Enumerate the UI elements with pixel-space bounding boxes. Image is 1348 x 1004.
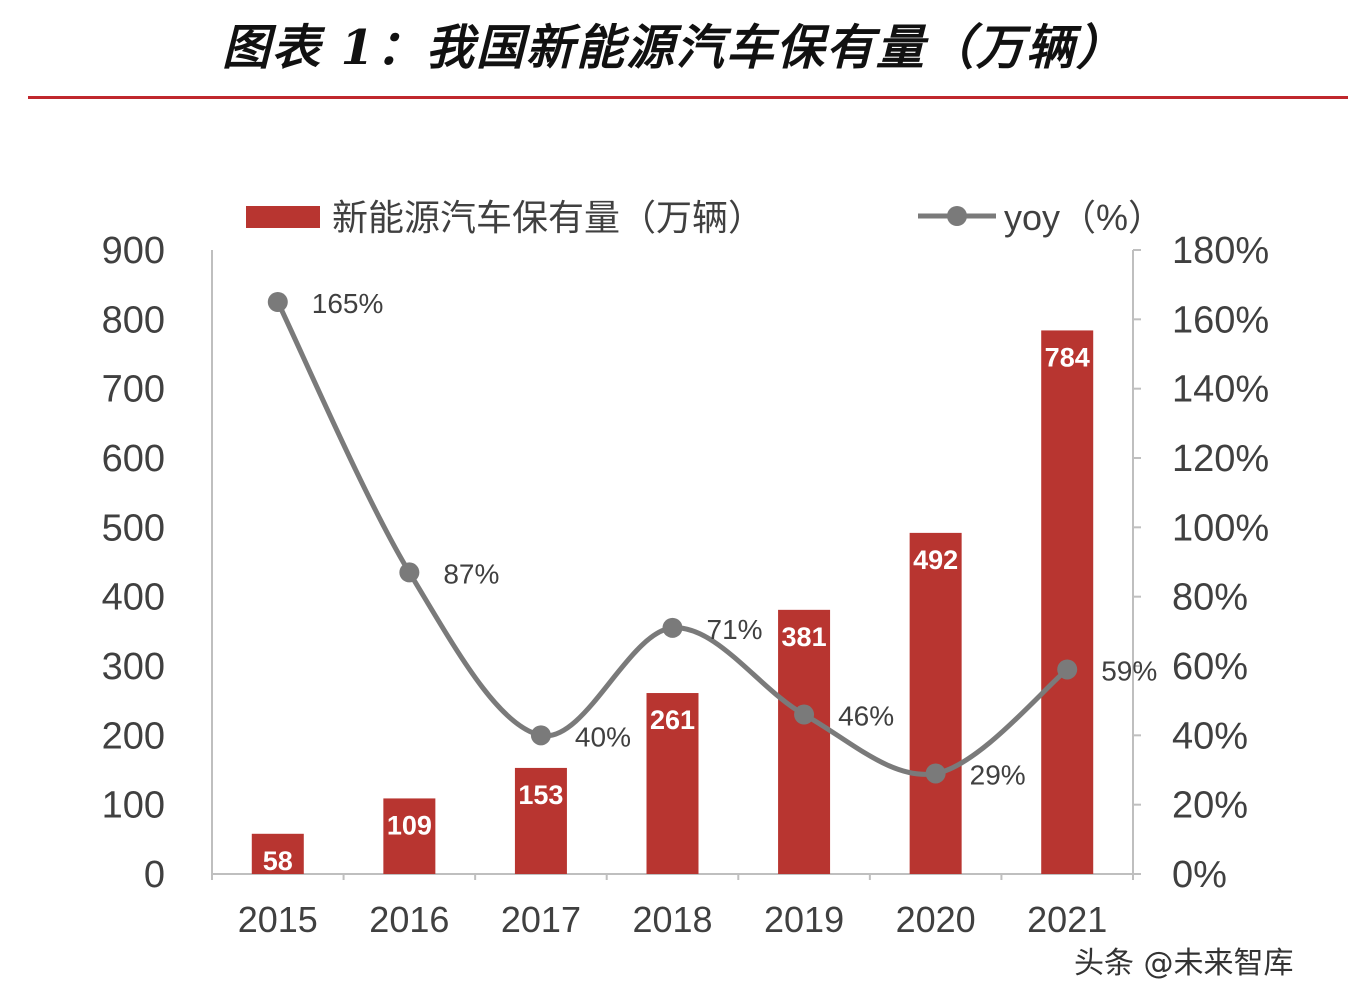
y-right-tick-label: 100%	[1172, 507, 1269, 549]
x-tick-label: 2019	[764, 899, 844, 940]
yoy-value-label: 40%	[575, 721, 631, 752]
yoy-value-label: 165%	[312, 288, 384, 319]
yoy-value-label: 87%	[443, 558, 499, 589]
yoy-value-label: 59%	[1101, 655, 1157, 686]
bar	[646, 693, 699, 874]
yoy-point	[399, 562, 420, 583]
yoy-value-label: 29%	[970, 759, 1026, 790]
figure-title: 图表 1：我国新能源汽车保有量（万辆）	[221, 20, 1127, 76]
y-right-tick-label: 20%	[1172, 785, 1248, 827]
y-right-tick-label: 140%	[1172, 369, 1269, 411]
line-series	[267, 292, 1078, 784]
y-left-tick-label: 200	[102, 715, 165, 757]
yoy-point	[925, 763, 946, 784]
yoy-point	[794, 704, 815, 725]
yoy-value-label: 71%	[707, 614, 763, 645]
legend-line-marker	[947, 206, 967, 226]
bar-value-label: 492	[913, 545, 958, 575]
y-right-tick-label: 40%	[1172, 715, 1248, 757]
y-right-tick-label: 80%	[1172, 577, 1248, 619]
y-right-tick-label: 120%	[1172, 438, 1269, 480]
bar-value-label: 784	[1045, 342, 1090, 372]
bar-series	[251, 330, 1094, 875]
yoy-point	[662, 617, 683, 638]
bar-value-label: 58	[263, 846, 293, 876]
bar-value-label: 109	[387, 810, 432, 840]
yoy-point	[267, 292, 288, 312]
line-value-labels: 165% 87% 40% 71% 46% 29% 59%	[312, 288, 1157, 790]
bar	[909, 532, 962, 874]
legend: 新能源汽车保有量（万辆） yoy（%）	[246, 197, 1164, 239]
bar-value-labels: 58 109 153 261 381 492 784	[263, 342, 1090, 875]
bar	[383, 798, 436, 874]
y-left-tick-label: 900	[102, 230, 165, 272]
y-left-tick-label: 600	[102, 438, 165, 480]
bar-value-label: 381	[782, 622, 827, 652]
y-right-tick-label: 160%	[1172, 299, 1269, 341]
x-tick-label: 2020	[896, 899, 976, 940]
y-left-tick-label: 500	[102, 507, 165, 549]
x-tick-label: 2018	[632, 899, 712, 940]
bar	[514, 767, 567, 874]
bar-value-label: 261	[650, 705, 695, 735]
y-left-tick-label: 700	[102, 369, 165, 411]
bar	[1041, 330, 1094, 875]
x-tick-label: 2016	[369, 899, 449, 940]
yoy-point	[1057, 659, 1078, 680]
legend-bar-swatch	[246, 206, 320, 228]
y-left-tick-label: 400	[102, 577, 165, 619]
x-tick-label: 2015	[238, 899, 318, 940]
tick-labels: 0 100 200 300 400 500 600 700 800 900 0% 20% 40% 60% 8…	[102, 230, 1270, 940]
y-right-tick-label: 180%	[1172, 230, 1269, 272]
bar	[778, 609, 831, 874]
y-left-tick-label: 800	[102, 299, 165, 341]
x-tick-label: 2017	[501, 899, 581, 940]
yoy-value-label: 46%	[838, 701, 894, 732]
y-left-tick-label: 300	[102, 646, 165, 688]
y-left-tick-label: 0	[144, 854, 165, 896]
y-left-tick-label: 100	[102, 785, 165, 827]
legend-bar-label: 新能源汽车保有量（万辆）	[332, 198, 764, 239]
legend-line-label: yoy（%）	[1004, 197, 1164, 238]
yoy-point	[530, 725, 551, 746]
y-right-tick-label: 60%	[1172, 646, 1248, 688]
bar-value-label: 153	[518, 780, 563, 810]
bar	[251, 833, 304, 874]
title-divider	[28, 96, 1348, 99]
watermark: 头条 @未来智库	[1074, 946, 1294, 981]
x-tick-label: 2021	[1027, 899, 1107, 940]
y-right-tick-label: 0%	[1172, 854, 1227, 896]
